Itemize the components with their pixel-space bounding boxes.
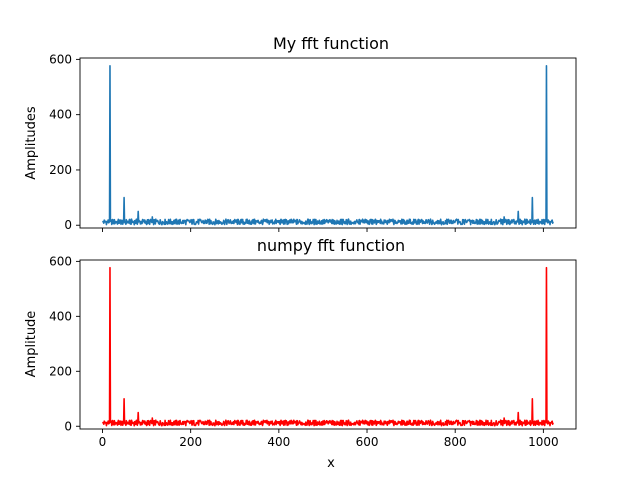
bottom-chart: numpy fft function Amplitude x 0 200 400 60… xyxy=(24,236,577,471)
bottom-chart-y-tick-label: 600 xyxy=(49,254,72,268)
bottom-chart-series-line xyxy=(101,266,554,427)
top-chart-y-tick-label: 400 xyxy=(49,108,72,122)
top-chart-y-tick-label: 600 xyxy=(49,52,72,66)
bottom-chart-x-tick-label: 800 xyxy=(444,435,467,449)
bottom-chart-axes-frame xyxy=(79,259,577,430)
bottom-chart-y-tick-label: 400 xyxy=(49,309,72,323)
bottom-chart-x-tick-label: 1000 xyxy=(528,435,559,449)
bottom-chart-y-tick-label: 200 xyxy=(49,364,72,378)
top-chart-y-axis-label: Amplitudes xyxy=(24,106,39,180)
top-chart-y-tick-label: 0 xyxy=(64,218,72,232)
bottom-chart-x-tick-label: 600 xyxy=(356,435,379,449)
top-chart-axes-frame xyxy=(79,57,577,229)
bottom-chart-title: numpy fft function xyxy=(257,236,405,255)
top-chart: My fft function Amplitudes 0 200 400 600 xyxy=(24,34,577,232)
bottom-chart-x-tick-label: 400 xyxy=(267,435,290,449)
top-chart-title: My fft function xyxy=(273,34,389,53)
bottom-chart-x-tick-label: 0 xyxy=(99,435,107,449)
bottom-chart-y-axis-label: Amplitude xyxy=(24,311,39,378)
bottom-chart-y-tick-label: 0 xyxy=(64,419,72,433)
top-chart-y-tick-label: 200 xyxy=(49,163,72,177)
top-chart-series-line xyxy=(101,64,554,226)
bottom-chart-x-tick-label: 200 xyxy=(179,435,202,449)
bottom-chart-x-axis-label: x xyxy=(327,456,335,471)
